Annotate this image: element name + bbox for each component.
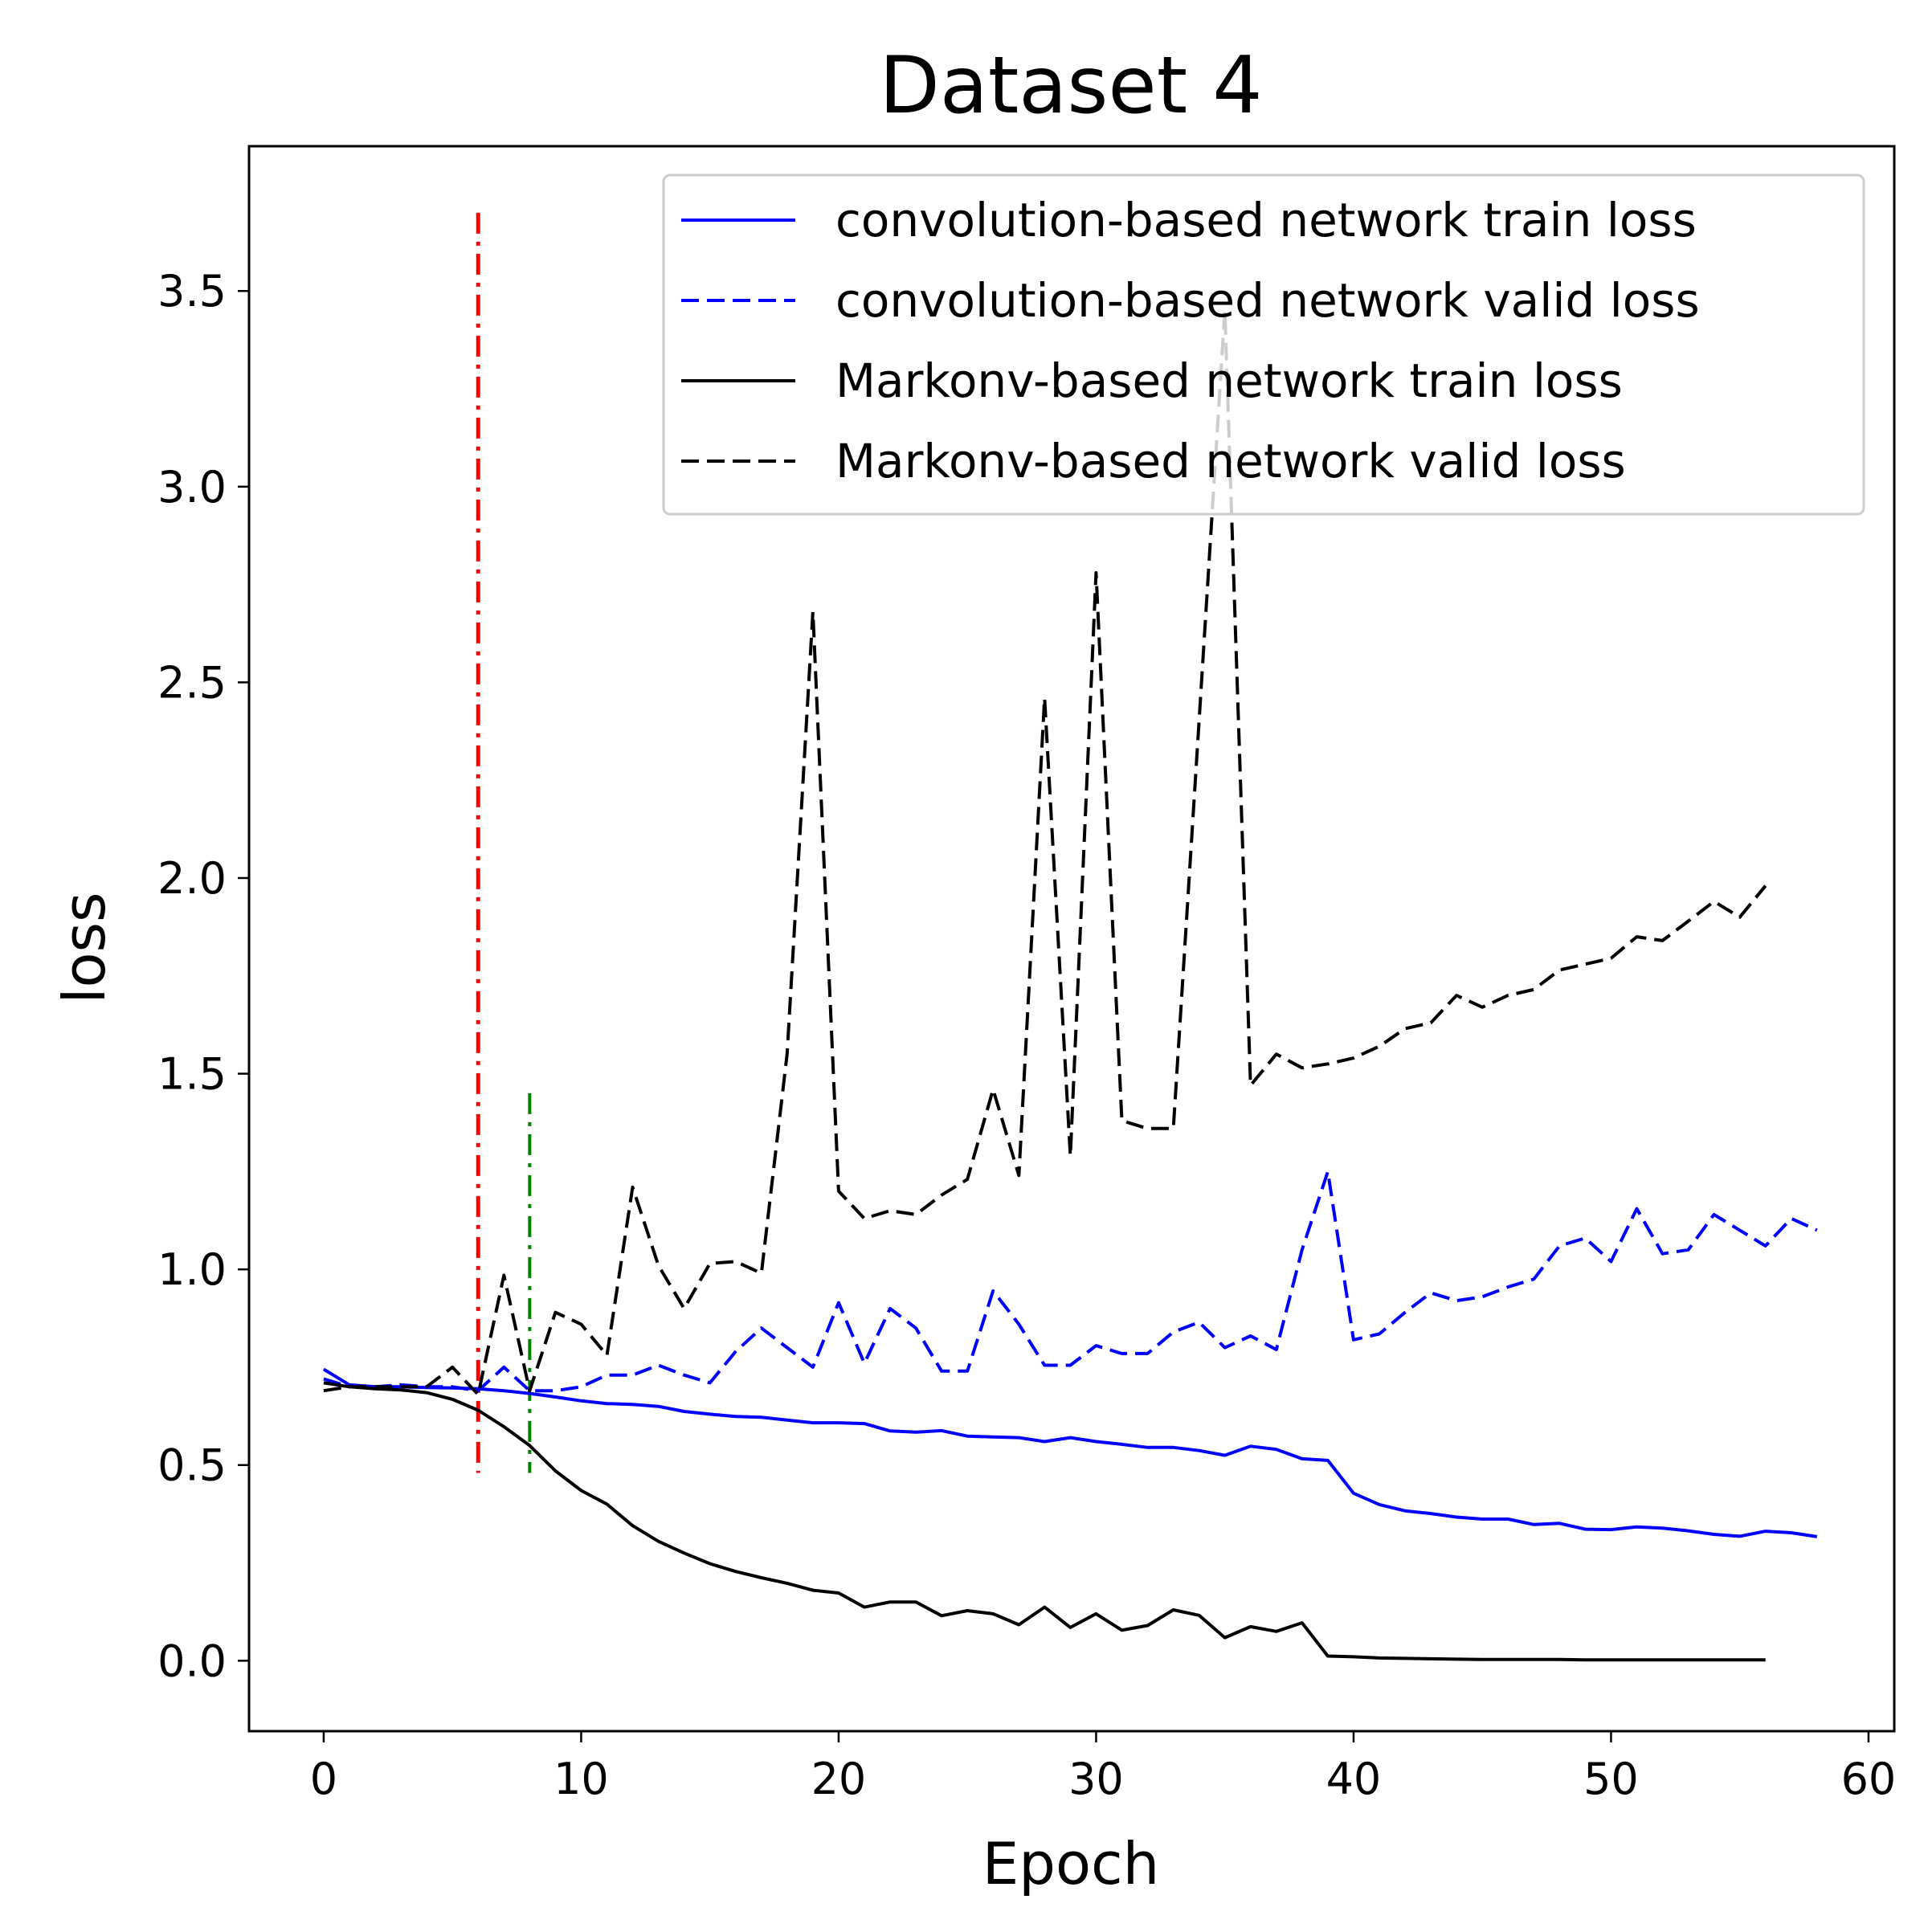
legend-entry-conv-train: convolution-based network train loss: [835, 193, 1697, 247]
x-tick-label: 30: [1068, 1754, 1124, 1804]
conv-valid-loss-line: [323, 1170, 1818, 1393]
plot-frame: [247, 145, 1896, 1733]
x-tick-label: 60: [1841, 1754, 1897, 1804]
x-tick-label: 0: [310, 1754, 337, 1804]
x-tick-label: 10: [553, 1754, 609, 1804]
chart-title: Dataset 4: [879, 40, 1262, 132]
y-tick-label: 3.0: [157, 462, 227, 513]
conv-train-loss-line: [322, 1367, 1818, 1538]
x-tick-label: 40: [1326, 1754, 1382, 1804]
legend-entry-conv-valid: convolution-based network valid loss: [835, 273, 1700, 328]
legend-box: [662, 174, 1865, 516]
markonv-valid-loss-line: [323, 308, 1767, 1396]
x-tick-label: 20: [811, 1754, 867, 1804]
plot-area: 0 10 20 30 40 50 60 0.0 0.5 1.0 1.5 2.0 2.5 3.0 3.5: [157, 145, 1897, 1804]
legend-entry-markonv-valid: Markonv-based network valid loss: [835, 434, 1626, 488]
y-tick-label: 0.0: [157, 1636, 227, 1686]
y-tick-label: 1.0: [157, 1244, 227, 1295]
x-axis-label: Epoch: [982, 1830, 1159, 1897]
legend: convolution-based network train loss conv…: [662, 174, 1865, 516]
markonv-train-loss-line: [323, 1381, 1766, 1662]
y-tick-label: 0.5: [157, 1440, 227, 1491]
y-tick-label: 3.5: [157, 266, 227, 317]
legend-entry-markonv-train: Markonv-based network train loss: [835, 353, 1623, 408]
x-tick-label: 50: [1583, 1754, 1639, 1804]
y-tick-label: 2.5: [157, 657, 227, 708]
y-tick-label: 2.0: [157, 853, 227, 904]
y-axis-label: loss: [51, 892, 118, 1003]
y-tick-label: 1.5: [157, 1049, 227, 1100]
